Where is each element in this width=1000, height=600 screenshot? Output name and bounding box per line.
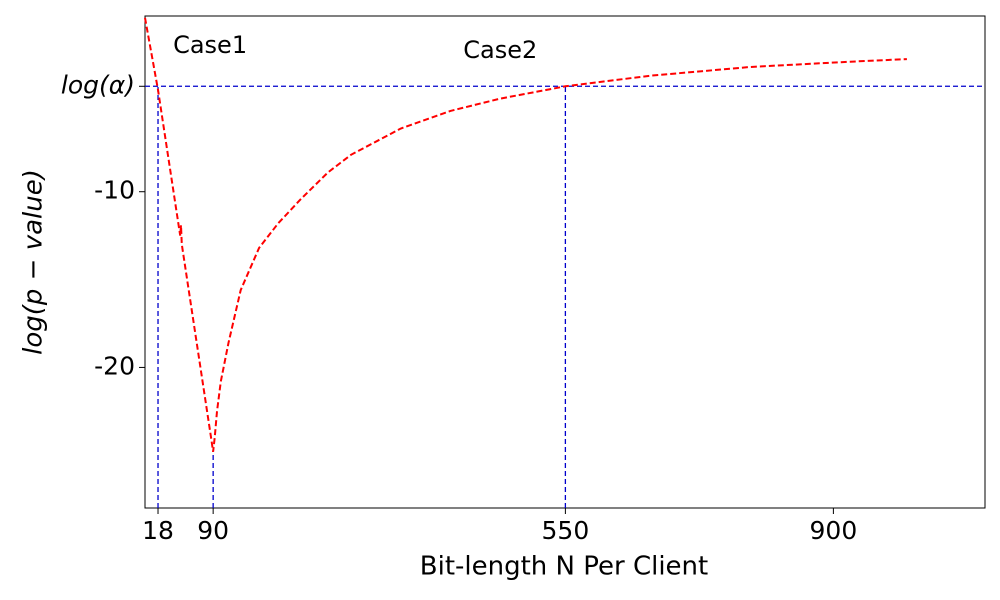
y-tick-label: -20: [94, 351, 135, 380]
data-line: [144, 17, 907, 452]
y-tick-label: -10: [94, 176, 135, 205]
annotation: Case1: [173, 31, 247, 59]
annotation: Case2: [463, 36, 537, 64]
x-tick-label: 90: [197, 516, 229, 545]
x-tick-label: 18: [142, 516, 174, 545]
x-axis-label: Bit-length N Per Client: [420, 552, 708, 582]
x-tick-label: 550: [542, 516, 590, 545]
x-tick-label: 900: [810, 516, 858, 545]
y-tick-label: log(α): [61, 70, 135, 99]
y-axis-label: log(p − value): [19, 169, 49, 355]
